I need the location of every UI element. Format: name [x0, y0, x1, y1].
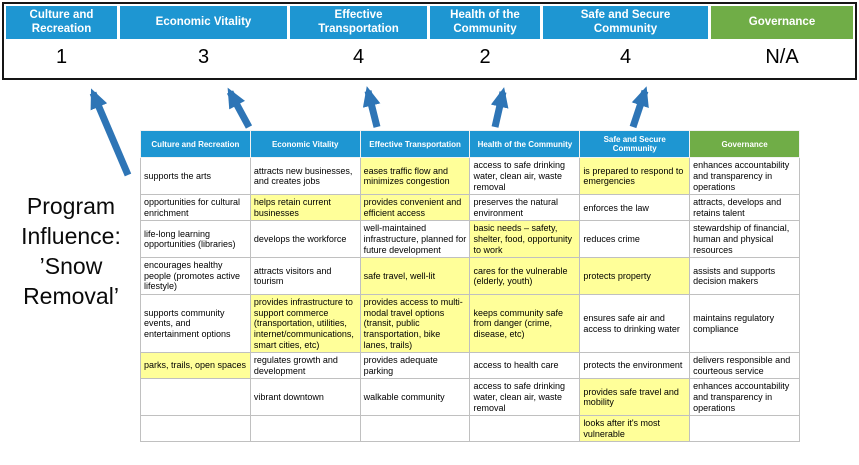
matrix-cell [689, 415, 800, 443]
matrix-cell [249, 415, 361, 443]
matrix-row-2: opportunities for cultural enrichment hel… [140, 194, 800, 222]
scorecard-header-governance: Governance [711, 6, 853, 39]
matrix-cell-highlighted: looks after it's most vulnerable [579, 415, 691, 443]
matrix-cell-highlighted: protects property [579, 257, 691, 296]
scorecard-score-safe-secure-community: 4 [619, 46, 632, 68]
influence-matrix: Culture and Recreation Economic Vitality E… [140, 129, 800, 443]
scorecard-header-health-community: Health of the Community [430, 6, 540, 39]
matrix-header-4: Health of the Community [469, 129, 581, 159]
matrix-row-6: parks, trails, open spaces regulates grow… [140, 352, 800, 380]
matrix-row-5: supports community events, and entertain… [140, 294, 800, 354]
matrix-cell: reduces crime [579, 220, 691, 259]
matrix-row-8: looks after it's most vulnerable [140, 415, 800, 443]
matrix-cell [140, 378, 251, 417]
matrix-cell-highlighted: eases traffic flow and minimizes congest… [359, 157, 471, 196]
matrix-header-3: Effective Transportation [359, 129, 471, 159]
matrix-cell: attracts new businesses, and creates job… [249, 157, 361, 196]
matrix-cell-highlighted: cares for the vulnerable (elderly, youth… [469, 257, 581, 296]
matrix-row-1: supports the arts attracts new businesses… [140, 157, 800, 196]
matrix-cell: delivers responsible and courteous servi… [689, 352, 800, 380]
matrix-cell [469, 415, 581, 443]
matrix-cell: access to health care [469, 352, 581, 380]
matrix-cell: vibrant downtown [249, 378, 361, 417]
matrix-body: supports the arts attracts new businesses… [140, 157, 800, 443]
matrix-cell: enforces the law [579, 194, 691, 222]
matrix-row-4: encourages healthy people (promotes acti… [140, 257, 800, 296]
matrix-cell: stewardship of financial, human and phys… [689, 220, 800, 259]
matrix-cell-highlighted: keeps community safe from danger (crime,… [469, 294, 581, 354]
matrix-header-1: Culture and Recreation [140, 129, 251, 159]
matrix-cell: encourages healthy people (promotes acti… [140, 257, 251, 296]
matrix-cell: regulates growth and development [249, 352, 361, 380]
matrix-cell: opportunities for cultural enrichment [140, 194, 251, 222]
matrix-cell: maintains regulatory compliance [689, 294, 800, 354]
scorecard-header-row: Culture and Recreation Economic Vitality… [6, 6, 853, 39]
matrix-cell: provides adequate parking [359, 352, 471, 380]
scorecard-score-health-community: 2 [479, 46, 491, 68]
matrix-cell-highlighted: provides safe travel and mobility [579, 378, 691, 417]
matrix-cell: preserves the natural environment [469, 194, 581, 222]
matrix-header-6: Governance [689, 129, 800, 159]
matrix-header-row: Culture and Recreation Economic Vitality E… [140, 129, 800, 159]
matrix-cell-highlighted: provides convenient and efficient access [359, 194, 471, 222]
matrix-cell: develops the workforce [249, 220, 361, 259]
matrix-header-2: Economic Vitality [249, 129, 361, 159]
scorecard-score-row: 1 3 4 2 4 N/A [6, 39, 853, 76]
summary-scorecard: Culture and Recreation Economic Vitality… [2, 2, 857, 80]
scorecard-score-economic-vitality: 3 [197, 46, 210, 68]
matrix-cell-highlighted: provides access to multi-modal travel op… [359, 294, 471, 354]
scorecard-header-culture-recreation: Culture and Recreation [6, 6, 117, 39]
matrix-cell-highlighted: basic needs – safety, shelter, food, opp… [469, 220, 581, 259]
scorecard-score-governance: N/A [765, 46, 799, 68]
matrix-cell: life-long learning opportunities (librar… [140, 220, 251, 259]
matrix-cell-highlighted: helps retain current businesses [249, 194, 361, 222]
program-title: Program Influence: ’Snow Removal’ [21, 193, 121, 309]
matrix-cell: attracts, develops and retains talent [689, 194, 800, 222]
matrix-cell: supports community events, and entertain… [140, 294, 251, 354]
scorecard-score-culture-recreation: 1 [55, 46, 68, 68]
matrix-cell: ensures safe air and access to drinking … [579, 294, 691, 354]
arrow-economic-vitality-icon [226, 87, 253, 129]
matrix-cell: attracts visitors and tourism [249, 257, 361, 296]
matrix-cell: walkable community [359, 378, 471, 417]
matrix-header-5: Safe and Secure Community [579, 129, 691, 159]
matrix-cell-highlighted: parks, trails, open spaces [140, 352, 251, 380]
matrix-cell: access to safe drinking water, clean air… [469, 157, 581, 196]
scorecard-header-economic-vitality: Economic Vitality [120, 6, 287, 39]
matrix-cell: protects the environment [579, 352, 691, 380]
matrix-cell: enhances accountability and transparency… [689, 157, 800, 196]
matrix-cell: assists and supports decision makers [689, 257, 800, 296]
matrix-cell: enhances accountability and transparency… [689, 378, 800, 417]
arrow-health-community-icon [490, 87, 509, 128]
matrix-cell-highlighted: is prepared to respond to emergencies [579, 157, 691, 196]
matrix-cell: access to safe drinking water, clean air… [469, 378, 581, 417]
scorecard-score-effective-transportation: 4 [352, 46, 365, 68]
matrix-cell [140, 415, 251, 443]
arrow-effective-transportation-icon [362, 86, 381, 128]
arrow-safe-secure-community-icon [629, 86, 649, 129]
matrix-cell: supports the arts [140, 157, 251, 196]
matrix-row-7: vibrant downtown walkable community access… [140, 378, 800, 417]
matrix-row-3: life-long learning opportunities (librar… [140, 220, 800, 259]
scorecard-header-safe-secure-community: Safe and Secure Community [543, 6, 708, 39]
matrix-cell-highlighted: provides infrastructure to support comme… [249, 294, 361, 354]
matrix-cell: well-maintained infrastructure, planned … [359, 220, 471, 259]
arrow-culture-recreation-icon [89, 88, 132, 177]
scorecard-header-effective-transportation: Effective Transportation [290, 6, 427, 39]
matrix-cell-highlighted: safe travel, well-lit [359, 257, 471, 296]
matrix-cell [359, 415, 471, 443]
